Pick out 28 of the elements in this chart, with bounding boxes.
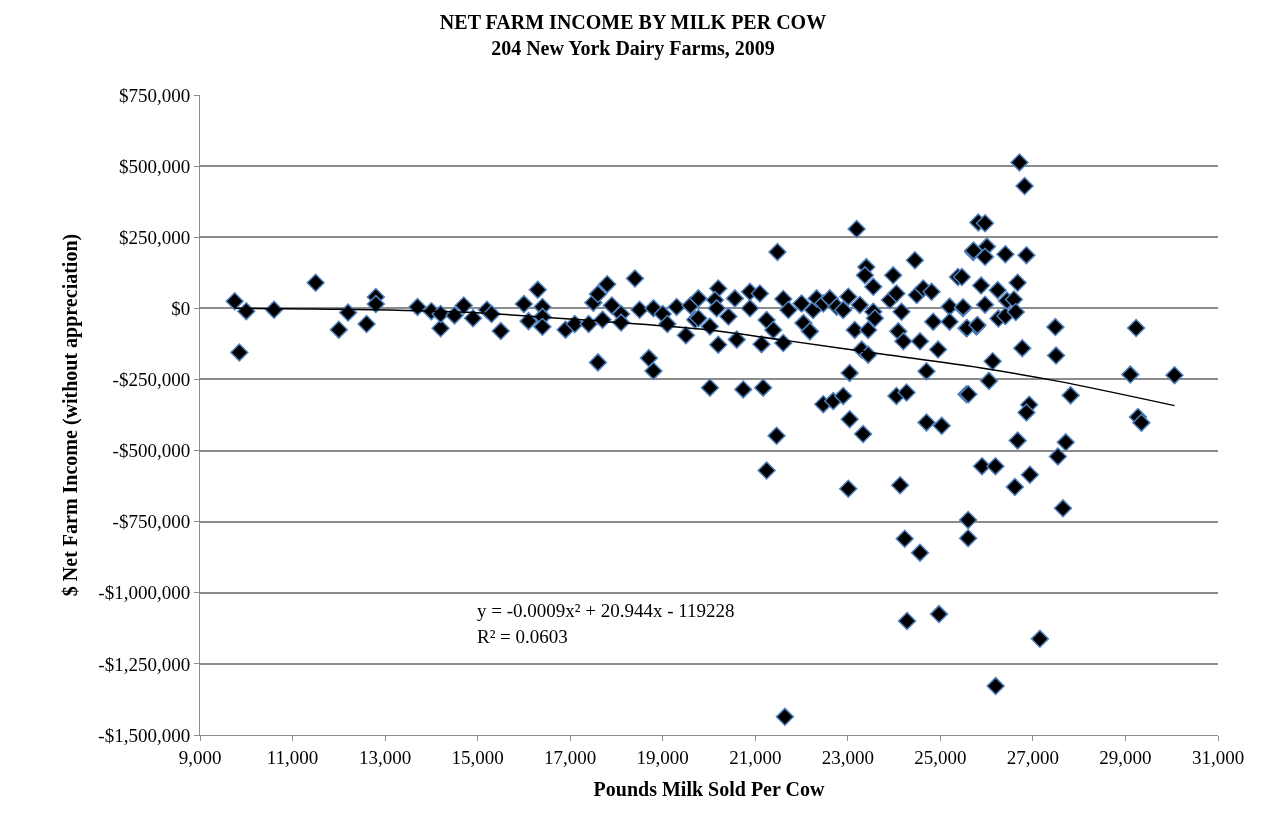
- x-tick-label: 25,000: [914, 746, 967, 768]
- y-tick-label: $750,000: [118, 84, 191, 106]
- y-tick-label: $0: [171, 297, 191, 319]
- chart-title: NET FARM INCOME BY MILK PER COW: [439, 11, 827, 34]
- chart-subtitle: 204 New York Dairy Farms, 2009: [491, 37, 775, 61]
- y-tick-label: -$1,250,000: [98, 653, 191, 675]
- y-tick-label: -$500,000: [112, 440, 191, 462]
- x-tick-label: 29,000: [1099, 746, 1152, 768]
- x-tick-label: 19,000: [636, 746, 689, 768]
- y-tick-label: -$750,000: [112, 511, 191, 533]
- x-tick-label: 17,000: [544, 746, 597, 768]
- y-tick-label: $250,000: [118, 226, 191, 248]
- y-tick-label: -$1,500,000: [98, 724, 191, 746]
- x-tick-label: 27,000: [1006, 746, 1060, 768]
- x-tick-label: 11,000: [266, 746, 319, 768]
- x-tick-label: 23,000: [821, 746, 874, 768]
- x-tick-label: 21,000: [729, 746, 782, 768]
- x-tick-label: 13,000: [358, 746, 412, 768]
- x-tick-label: 9,000: [178, 746, 222, 768]
- annotation: R² = 0.0603: [477, 626, 568, 647]
- x-axis-title: Pounds Milk Sold Per Cow: [593, 778, 825, 801]
- y-axis-title: $ Net Farm Income (without appreciation): [58, 233, 82, 597]
- y-tick-label: -$250,000: [112, 369, 191, 391]
- y-tick-label: -$1,000,000: [98, 582, 191, 604]
- x-tick-label: 15,000: [451, 746, 504, 768]
- y-tick-label: $500,000: [118, 155, 191, 177]
- x-tick-label: 31,000: [1191, 746, 1245, 768]
- annotation: y = -0.0009x² + 20.944x - 119228: [477, 600, 735, 621]
